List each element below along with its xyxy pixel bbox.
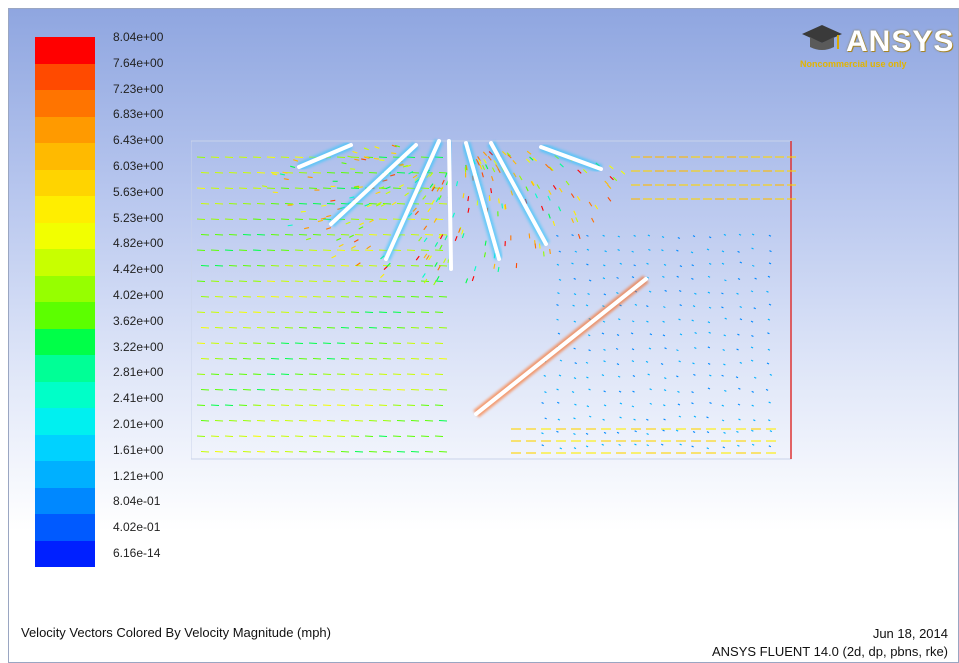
legend-swatch — [35, 540, 95, 567]
legend-swatch — [35, 487, 95, 514]
legend-swatch — [35, 37, 95, 64]
legend-label: 4.02e-01 — [113, 520, 161, 535]
legend-label: 6.43e+00 — [113, 133, 164, 148]
legend-swatch — [35, 381, 95, 408]
legend-swatch — [35, 275, 95, 302]
plot-info: Jun 18, 2014 ANSYS FLUENT 14.0 (2d, dp, … — [712, 625, 948, 661]
legend-label: 2.41e+00 — [113, 391, 164, 406]
plot-date: Jun 18, 2014 — [872, 626, 948, 641]
legend-swatch — [35, 143, 95, 170]
color-legend-bar — [35, 37, 95, 567]
legend-swatch — [35, 434, 95, 461]
ansys-logo: ANSYS Noncommercial use only — [798, 19, 958, 75]
legend-label: 5.63e+00 — [113, 184, 164, 199]
legend-swatch — [35, 302, 95, 329]
legend-label: 7.23e+00 — [113, 81, 164, 96]
legend-swatch — [35, 355, 95, 382]
legend-label: 8.04e+00 — [113, 30, 164, 44]
legend-swatch — [35, 169, 95, 196]
legend-label: 4.82e+00 — [113, 236, 164, 251]
legend-label: 4.02e+00 — [113, 287, 164, 302]
legend-label: 4.42e+00 — [113, 262, 164, 277]
legend-swatch — [35, 63, 95, 90]
ansys-logo-subtitle: Noncommercial use only — [800, 59, 907, 69]
legend-label: 7.64e+00 — [113, 55, 164, 70]
blade-surfaces — [297, 139, 649, 418]
legend-swatch — [35, 90, 95, 117]
legend-swatch — [35, 116, 95, 143]
plot-caption: Velocity Vectors Colored By Velocity Mag… — [21, 625, 331, 640]
legend-label: 3.62e+00 — [113, 313, 164, 328]
legend-label: 2.81e+00 — [113, 365, 164, 380]
color-legend-labels: 8.04e+00 7.64e+00 7.23e+00 6.83e+00 6.43e+00… — [113, 30, 203, 567]
legend-label: 6.16e-14 — [113, 545, 161, 560]
legend-label: 2.01e+00 — [113, 416, 164, 431]
solver-info: ANSYS FLUENT 14.0 (2d, dp, pbns, rke) — [711, 644, 948, 659]
legend-swatch — [35, 328, 95, 355]
legend-label: 1.61e+00 — [113, 442, 164, 457]
graphics-viewport[interactable]: 8.04e+00 7.64e+00 7.23e+00 6.83e+00 6.43e+00… — [8, 8, 959, 663]
graduation-cap-icon — [802, 25, 842, 50]
legend-swatch — [35, 408, 95, 435]
legend-swatch — [35, 249, 95, 276]
legend-label: 5.23e+00 — [113, 210, 164, 225]
ansys-logo-text: ANSYS — [846, 25, 955, 58]
legend-swatch — [35, 196, 95, 223]
legend-swatch — [35, 222, 95, 249]
vector-field — [196, 144, 796, 454]
velocity-vector-plot — [191, 139, 796, 460]
legend-label: 6.83e+00 — [113, 107, 164, 122]
legend-label: 3.22e+00 — [113, 339, 164, 354]
legend-label: 1.21e+00 — [113, 468, 164, 483]
legend-label: 8.04e-01 — [113, 494, 161, 509]
legend-swatch — [35, 514, 95, 541]
legend-label: 6.03e+00 — [113, 158, 164, 173]
legend-swatch — [35, 461, 95, 488]
